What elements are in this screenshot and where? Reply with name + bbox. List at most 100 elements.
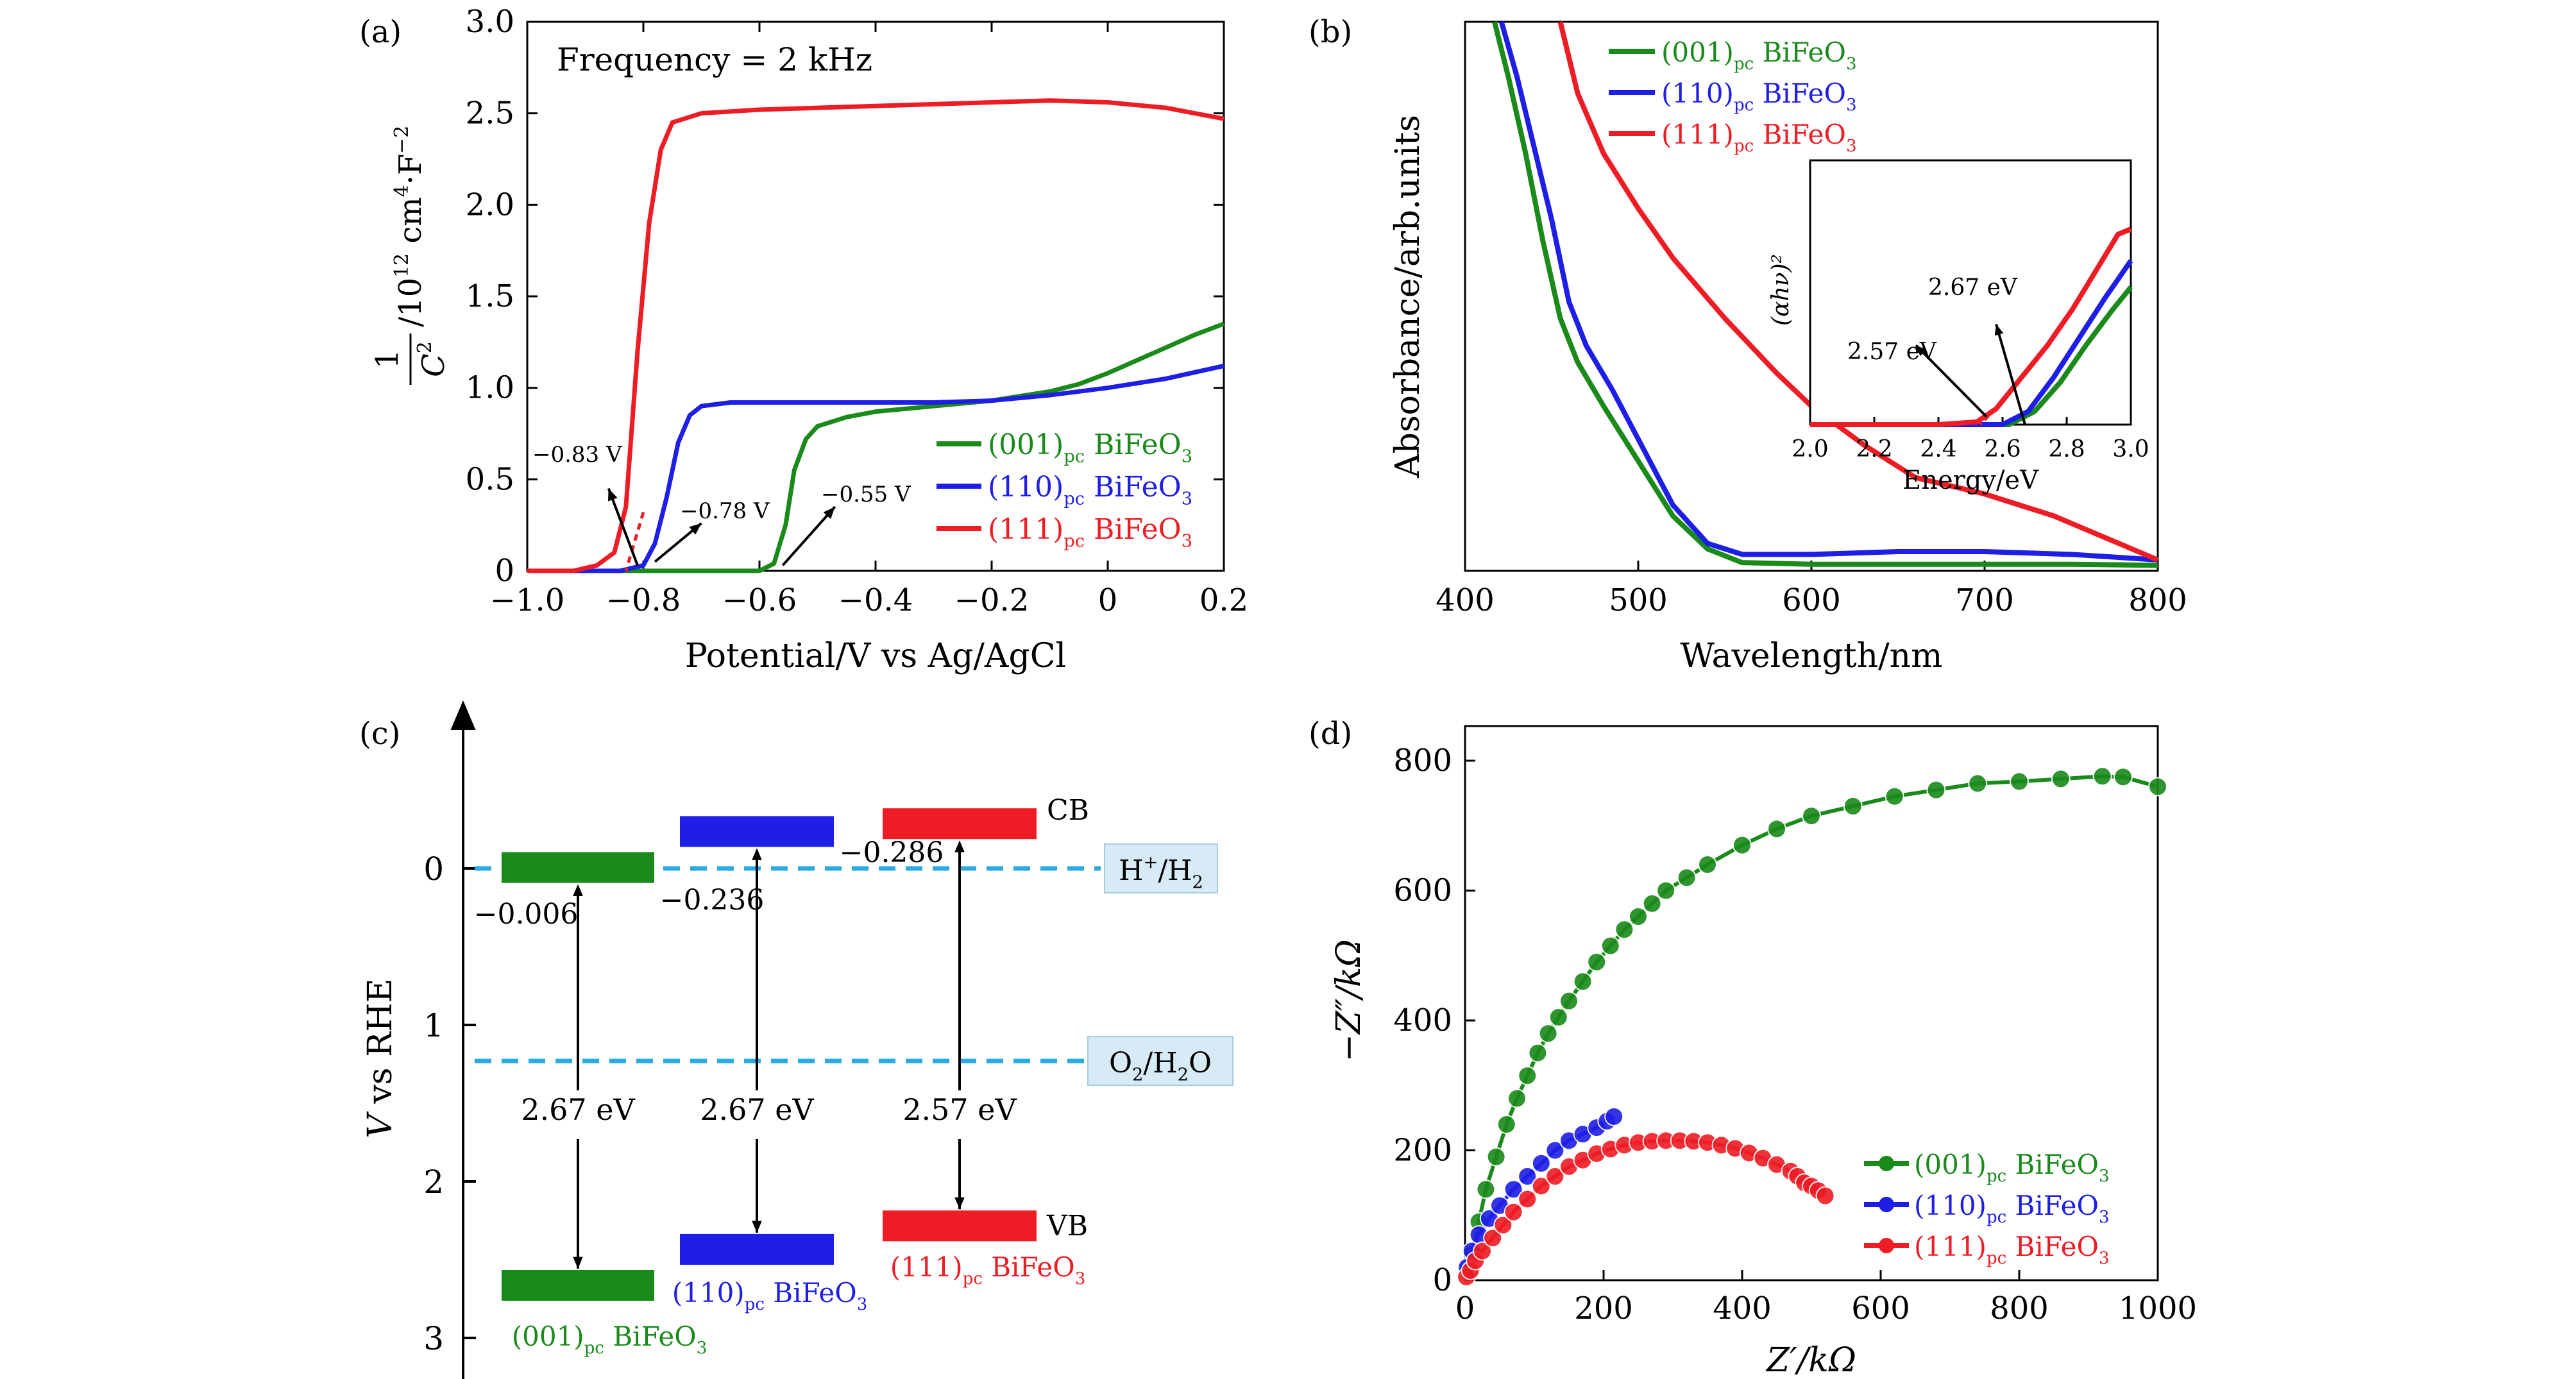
plot-frame (1464, 725, 2159, 1282)
y-tick-label: 3.0 (466, 4, 514, 40)
conduction-band-bar (883, 808, 1037, 840)
onset-arrow-shaft (781, 505, 836, 566)
data-point (1545, 1167, 1565, 1186)
vb-label: VB (1046, 1210, 1088, 1242)
data-point (1545, 1140, 1565, 1160)
data-point (2114, 767, 2133, 787)
y-tick-label: 2.0 (466, 187, 514, 223)
y-tick-label: 600 (1393, 873, 1452, 909)
series-line (527, 364, 1224, 573)
y-tick-label: 800 (1393, 743, 1452, 779)
y-label-numerator: 1 (369, 350, 405, 369)
x-tick-label: 400 (1436, 582, 1495, 618)
inset-x-tick-label: 2.2 (1856, 436, 1892, 462)
data-point (1507, 1088, 1527, 1108)
data-point (2051, 769, 2071, 789)
y-tick-label: 2 (423, 1163, 444, 1201)
series-line (1498, 21, 2158, 563)
x-axis-label: Wavelength/nm (1681, 637, 1943, 675)
inset-arrow-267-shaft (1995, 323, 2026, 425)
data-point (1504, 1202, 1523, 1222)
inset-extrapolation (1979, 400, 2004, 426)
panel-b: 400 500 600 700 800 Wavelength/nm Absorbance/a… (1389, 21, 2187, 675)
onset-extrapolation (624, 511, 645, 571)
onset-label: −0.83 V (532, 442, 623, 468)
series-line (1492, 21, 2158, 568)
onset-arrow-head (689, 523, 702, 535)
inset-x-tick-label: 2.0 (1792, 436, 1828, 462)
data-point (1629, 907, 1648, 926)
data-point (1504, 1180, 1523, 1199)
valence-band-bar (883, 1210, 1037, 1242)
legend-label: (111)pc BiFeO3 (988, 513, 1192, 551)
data-point (1548, 1007, 1568, 1027)
data-point (2148, 777, 2167, 797)
data-point (1531, 1176, 1551, 1196)
valence-band-bar (502, 1270, 654, 1301)
valence-band-bar (680, 1233, 834, 1265)
data-point (1656, 881, 1676, 901)
y-tick-label: 0 (495, 553, 514, 589)
inset-x-tick-label: 2.8 (2048, 436, 2085, 462)
y-axis-label: Absorbance/arb.units (1389, 115, 1427, 478)
panel-label-d: (d) (1309, 716, 1352, 752)
inset: 2.0 2.2 2.4 2.6 2.8 3.0 Energy/eV (αhν)² 2.67 eV… (1768, 159, 2149, 495)
x-tick-label: 800 (2128, 582, 2187, 618)
legend-label: (111)pc BiFeO3 (1661, 119, 1857, 156)
data-point (1733, 835, 1752, 855)
h2-label: H+/H2 (1119, 853, 1203, 893)
x-tick-label: 0 (1455, 1290, 1475, 1326)
y-axis-arrowhead (450, 700, 476, 731)
y-tick-label: 1 (423, 1007, 444, 1044)
x-tick-label: 600 (1851, 1290, 1910, 1326)
data-point (1476, 1180, 1496, 1199)
gap-arrow-down-head (954, 1197, 965, 1210)
data-point (1538, 1024, 1558, 1044)
conduction-band-bar (680, 816, 834, 847)
data-point (1698, 855, 1717, 874)
panel-c: 0 1 2 3 V vs RHE H+/H2 O2/H2O −0.006 2.67 eV (001… (361, 700, 1233, 1379)
data-point (1531, 1153, 1551, 1173)
y-axis-label: V vs RHE (361, 978, 400, 1138)
x-tick-label: −0.4 (838, 582, 913, 618)
data-point (1815, 1186, 1835, 1206)
y-tick-label: 0 (423, 850, 444, 888)
data-point (1968, 774, 1988, 793)
band-gap-label: 2.67 eV (700, 1092, 814, 1127)
inset-annotation: 2.57 eV (1847, 339, 1937, 365)
o2-label-box (1087, 1036, 1233, 1087)
inset-y-axis-label: (αhν)² (1768, 254, 1794, 326)
onset-arrow-head (607, 488, 618, 502)
o2-label: O2/H2O (1109, 1047, 1212, 1085)
data-point (1528, 1043, 1548, 1063)
material-label: (110)pc BiFeO3 (672, 1277, 868, 1314)
x-tick-label: −1.0 (490, 582, 565, 618)
y-tick-label: 3 (423, 1320, 444, 1357)
panel-label-b: (b) (1309, 14, 1352, 50)
inset-x-axis-label: Energy/eV (1902, 466, 2039, 495)
conduction-band-bar (502, 852, 654, 883)
data-point (1473, 1241, 1492, 1261)
legend-label: (001)pc BiFeO3 (1661, 37, 1857, 74)
legend-label: (110)pc BiFeO3 (1914, 1190, 2110, 1227)
y-axis-label: 1 C2/1012 cm4·F−2 (369, 126, 452, 385)
onset-label: −0.55 V (821, 482, 911, 507)
data-point (1496, 1115, 1516, 1134)
inset-arrow-267-head (1994, 324, 2004, 336)
inset-frame (1809, 159, 2132, 426)
cb-potential-label: −0.236 (660, 884, 765, 917)
panel-d: 0 200 400 600 800 1000 0 200 400 600 800 Z′/kΩ −Z″/k… (1330, 725, 2197, 1379)
legend-label: (110)pc BiFeO3 (988, 471, 1192, 509)
y-axis-label: −Z″/kΩ (1330, 939, 1368, 1062)
band-gap-label: 2.57 eV (902, 1092, 1017, 1127)
x-tick-label: −0.8 (606, 582, 681, 618)
panel-labels: (a) (b) (c) (d) (359, 14, 1352, 752)
legend-label: (110)pc BiFeO3 (1661, 78, 1857, 115)
gap-arrow-down-head (573, 1256, 583, 1269)
cb-potential-label: −0.286 (840, 836, 944, 869)
y-tick-label: 200 (1393, 1133, 1452, 1169)
data-point (1493, 1215, 1513, 1235)
inset-x-tick-label: 2.6 (1984, 436, 2021, 462)
x-tick-label: 800 (1990, 1290, 2049, 1326)
